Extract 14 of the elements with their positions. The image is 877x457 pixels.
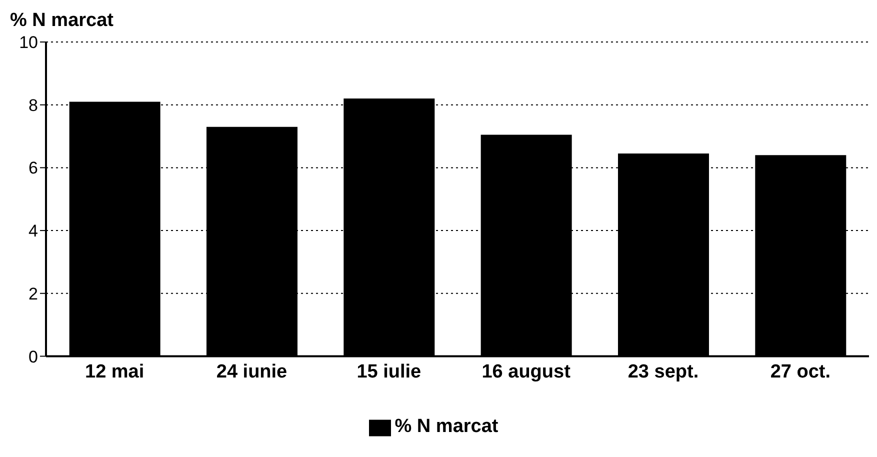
y-axis-title: % N marcat: [10, 10, 114, 32]
x-tick-label: 23 sept.: [628, 362, 699, 383]
y-tick-label: 2: [28, 284, 38, 304]
y-tick-label: 10: [19, 33, 38, 52]
x-tick-label: 15 iulie: [356, 362, 422, 383]
y-tick-label: 4: [28, 222, 38, 241]
x-tick-label: 16 august: [482, 362, 572, 383]
x-tick-label: 27 oct.: [770, 362, 831, 383]
x-tick-label: 24 iunie: [216, 362, 288, 383]
x-tick-label: 12 mai: [85, 362, 144, 383]
y-tick-label: 0: [28, 347, 38, 366]
legend-label: % N marcat: [394, 416, 498, 438]
y-tick-label: 6: [28, 158, 38, 178]
y-tick-label: 8: [28, 96, 38, 115]
